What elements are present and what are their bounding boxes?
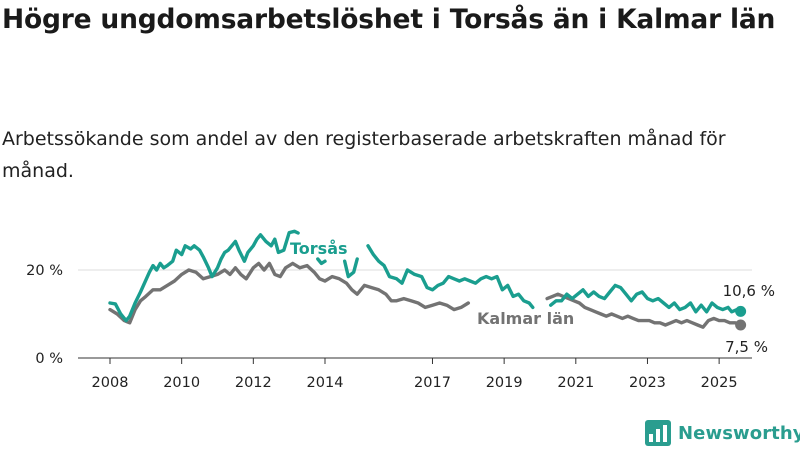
brand-logo: Newsworthy xyxy=(645,420,800,446)
y-tick-label: 0 % xyxy=(35,351,63,367)
y-tick-label: 20 % xyxy=(26,263,63,279)
series-line-torsas xyxy=(366,244,535,310)
x-axis xyxy=(78,357,752,364)
end-value-label-kalmar: 7,5 % xyxy=(725,338,768,356)
series-line-torsas xyxy=(108,229,300,323)
series-line-kalmar xyxy=(108,261,470,325)
series-label-torsas: Torsås xyxy=(290,239,348,258)
x-tick-label: 2023 xyxy=(629,375,666,391)
chart-subtitle: Arbetssökande som andel av den registerb… xyxy=(2,128,726,182)
end-value-label-torsas: 10,6 % xyxy=(723,282,775,300)
series-line-torsas xyxy=(343,257,359,279)
x-tick-label: 2008 xyxy=(92,375,129,391)
end-point-torsas xyxy=(735,305,747,317)
newsworthy-logo-icon xyxy=(645,420,671,446)
x-tick-label: 2014 xyxy=(307,375,344,391)
brand-name: Newsworthy xyxy=(678,422,800,444)
x-tick-label: 2017 xyxy=(414,375,451,391)
series-line-kalmar xyxy=(545,292,743,329)
series-lines xyxy=(108,229,747,331)
chart-labels: 0 % 20 % 2008 2010 2012 2014 2017 2019 2021 2023 2… xyxy=(26,239,775,391)
x-tick-label: 2010 xyxy=(163,375,200,391)
x-tick-label: 2019 xyxy=(486,375,523,391)
series-line-torsas xyxy=(549,283,743,314)
chart-title: Högre ungdomsarbetslöshet i Torsås än i … xyxy=(2,4,776,35)
x-tick-label: 2012 xyxy=(235,375,272,391)
x-tick-label: 2025 xyxy=(701,375,738,391)
end-point-kalmar xyxy=(735,319,747,331)
series-label-kalmar: Kalmar län xyxy=(477,309,574,328)
series-line-torsas xyxy=(316,257,327,266)
x-tick-label: 2021 xyxy=(557,375,594,391)
